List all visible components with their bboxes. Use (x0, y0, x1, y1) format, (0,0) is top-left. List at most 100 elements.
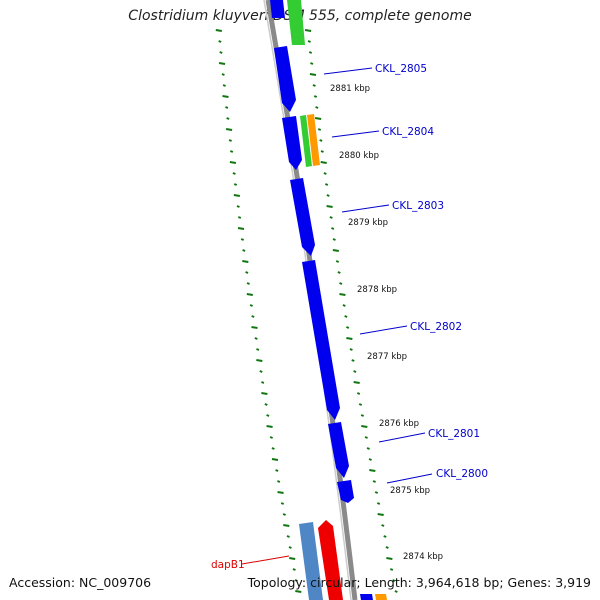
track-tick (233, 194, 241, 197)
track-tick (353, 370, 357, 373)
track-tick (218, 62, 226, 65)
kbp-label: 2875 kbp (390, 486, 430, 496)
track-tick (342, 304, 346, 307)
cds-feature[interactable] (274, 46, 296, 112)
track-tick (304, 29, 312, 32)
track-tick (351, 359, 355, 362)
cds-feature[interactable] (270, 0, 285, 18)
track-tick (315, 106, 319, 109)
track-tick (349, 348, 353, 351)
kbp-label: 2874 kbp (403, 552, 443, 562)
gene-label-ckl-2801[interactable]: CKL_2801 (428, 428, 480, 440)
track-tick (280, 502, 285, 505)
track-tick (358, 403, 363, 406)
right-dotted-track (304, 29, 398, 593)
track-tick (256, 359, 263, 362)
track-tick (225, 106, 229, 109)
track-tick (309, 73, 317, 76)
track-tick (366, 447, 370, 450)
kbp-label: 2879 kbp (348, 218, 388, 228)
kbp-label: 2878 kbp (357, 285, 397, 295)
track-tick (320, 161, 327, 164)
cds-feature[interactable] (337, 480, 354, 503)
track-tick (326, 194, 330, 197)
cds-feature[interactable] (360, 594, 373, 600)
track-tick (383, 535, 387, 538)
track-tick (368, 458, 372, 461)
orange-feature[interactable] (375, 594, 387, 600)
track-tick (240, 238, 245, 241)
green-feature[interactable] (300, 115, 312, 167)
track-tick (264, 403, 268, 406)
track-tick (275, 469, 279, 472)
track-tick (242, 260, 249, 263)
track-tick (337, 271, 341, 274)
track-tick (324, 183, 329, 186)
track-tick (332, 238, 336, 241)
cds-feature[interactable] (282, 116, 302, 170)
track-tick (225, 128, 233, 131)
track-tick (256, 348, 260, 351)
green-feature[interactable] (287, 0, 305, 45)
track-tick (261, 381, 265, 384)
track-tick (394, 590, 398, 593)
track-tick (346, 337, 353, 340)
track-tick (292, 568, 296, 571)
track-tick (232, 172, 236, 175)
steelblue-feature[interactable] (299, 522, 323, 600)
track-tick (277, 491, 284, 494)
track-tick (294, 579, 298, 582)
gene-label-ckl-2800[interactable]: CKL_2800 (436, 468, 488, 480)
track-tick (323, 172, 327, 175)
track-tick (308, 51, 313, 54)
cds-feature[interactable] (302, 260, 340, 420)
track-tick (226, 117, 230, 120)
track-tick (339, 293, 346, 296)
track-tick (286, 535, 290, 538)
orange-feature[interactable] (307, 114, 320, 166)
gene-label-ckl-2803[interactable]: CKL_2803 (392, 200, 444, 212)
track-tick (266, 425, 273, 428)
track-tick (229, 161, 237, 164)
track-tick (288, 546, 292, 549)
track-tick (331, 227, 335, 230)
kbp-label: 2876 kbp (379, 419, 419, 429)
track-tick (332, 249, 340, 252)
gene-leader-line (241, 555, 290, 565)
track-tick (246, 282, 250, 285)
gene-label-ckl-2804[interactable]: CKL_2804 (382, 126, 434, 138)
track-tick (374, 491, 379, 494)
track-tick (251, 326, 258, 329)
track-tick (222, 84, 226, 87)
gene-label-ckl-2802[interactable]: CKL_2802 (410, 321, 462, 333)
track-tick (277, 480, 281, 483)
gene-label-dapb1[interactable]: dapB1 (211, 559, 245, 571)
track-tick (386, 557, 393, 560)
track-tick (335, 260, 340, 263)
gene-leader-line (323, 67, 373, 75)
track-tick (221, 73, 225, 76)
gene-label-ckl-2805[interactable]: CKL_2805 (375, 63, 427, 75)
red-feature[interactable] (318, 520, 343, 600)
track-tick (289, 557, 296, 560)
track-tick (236, 205, 240, 208)
kbp-label: 2881 kbp (330, 84, 370, 94)
track-tick (307, 40, 311, 43)
track-tick (376, 502, 381, 505)
track-tick (381, 524, 385, 527)
track-tick (228, 139, 232, 142)
track-tick (282, 513, 286, 516)
track-tick (360, 414, 365, 417)
cds-feature[interactable] (328, 422, 349, 478)
track-tick (385, 546, 389, 549)
track-tick (319, 139, 323, 142)
kbp-label: 2877 kbp (367, 352, 407, 362)
track-tick (245, 271, 249, 274)
cds-feature[interactable] (290, 178, 315, 256)
track-tick (326, 205, 333, 208)
track-tick (344, 315, 348, 318)
track-tick (377, 513, 384, 516)
track-tick (345, 326, 350, 329)
kbp-labels: 2881 kbp 2880 kbp 2879 kbp 2878 kbp 2877… (330, 84, 443, 562)
